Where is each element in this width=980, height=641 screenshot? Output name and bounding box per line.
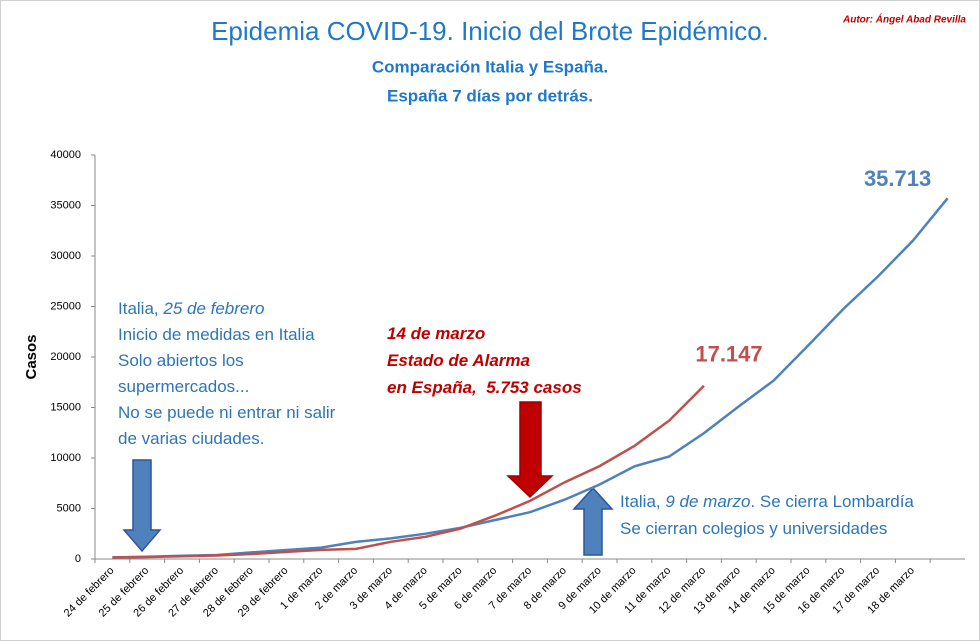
author: Autor: Ángel Abad Revilla (842, 13, 966, 26)
annotation: Se cierran colegios y universidades (620, 519, 887, 538)
annotation: No se puede ni entrar ni salir (118, 403, 336, 422)
y-tick-label: 20000 (50, 351, 81, 363)
y-tick-label: 40000 (50, 149, 81, 161)
data-label: 35.713 (864, 166, 931, 191)
annotation: Estado de Alarma (387, 351, 530, 370)
chart-title: Epidemia COVID-19. Inicio del Brote Epid… (211, 16, 769, 46)
annotation-part: en España, 5.753 casos (387, 378, 582, 397)
annotation-part: 14 de marzo (387, 324, 485, 343)
annotation-part: 9 de marzo (665, 492, 750, 511)
annotation-part: Italia, (620, 492, 665, 511)
line-series (112, 384, 705, 559)
annotation-part: No se puede ni entrar ni salir (118, 403, 336, 422)
data-label: 17.147 (695, 342, 762, 367)
annotation: Italia, 9 de marzo. Se cierra Lombardía (620, 492, 914, 511)
annotation-part: Italia, (118, 299, 163, 318)
annotation: supermercados... (118, 377, 249, 396)
annotation: Italia, 25 de febrero (118, 299, 265, 318)
annotation-part: Solo abiertos los (118, 351, 244, 370)
arrow-down (506, 401, 554, 499)
y-tick-label: 10000 (50, 452, 81, 464)
annotation-part: Estado de Alarma (387, 351, 530, 370)
annotation-part: de varias ciudades. (118, 429, 264, 448)
annotation: Inicio de medidas en Italia (118, 325, 315, 344)
arrow-up (572, 486, 614, 556)
chart-subtitle: España 7 días por detrás. (387, 86, 593, 105)
annotation: en España, 5.753 casos (387, 378, 582, 397)
annotation-part: supermercados... (118, 377, 249, 396)
arrow-down (122, 459, 162, 553)
annotation-part: . Se cierra Lombardía (750, 492, 914, 511)
annotation-part: Se cierran colegios y universidades (620, 519, 887, 538)
y-tick-label: 15000 (50, 401, 81, 413)
y-tick-label: 0 (75, 553, 81, 565)
annotation: 14 de marzo (387, 324, 485, 343)
annotation-part: 25 de febrero (162, 299, 264, 318)
y-tick-label: 30000 (50, 250, 81, 262)
y-tick-label: 35000 (50, 199, 81, 211)
y-axis-label: Casos (23, 334, 40, 379)
annotation: Solo abiertos los (118, 351, 244, 370)
line-series (112, 197, 949, 559)
chart-subtitle: Comparación Italia y España. (372, 57, 608, 76)
y-tick-label: 25000 (50, 300, 81, 312)
y-tick-label: 5000 (57, 502, 81, 514)
annotation-part: Inicio de medidas en Italia (118, 325, 315, 344)
annotation: de varias ciudades. (118, 429, 264, 448)
